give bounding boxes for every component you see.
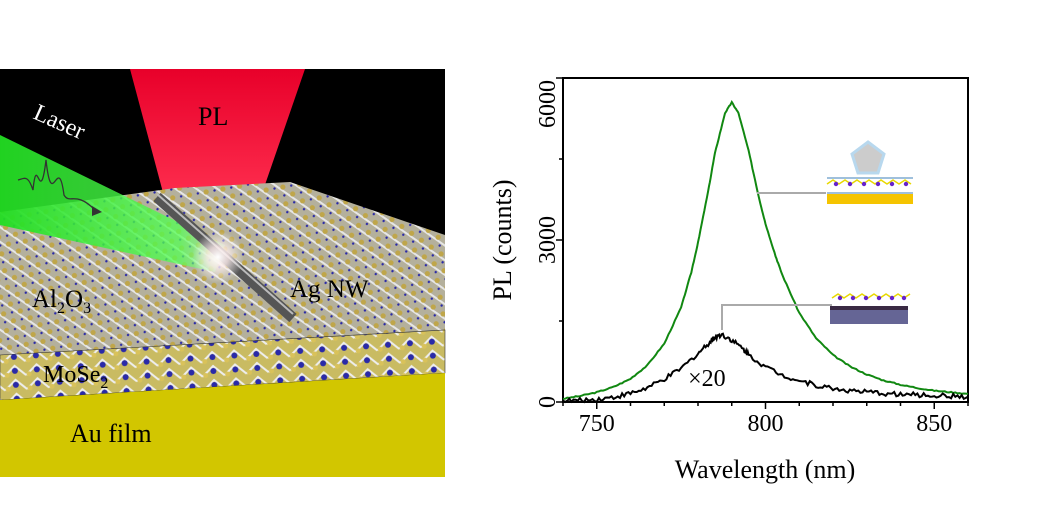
- series-line-0: [562, 99, 969, 400]
- plot-frame: [562, 77, 969, 403]
- laser-beam: [0, 135, 225, 272]
- hotspot: [192, 231, 244, 283]
- x-axis-label: Wavelength (nm): [675, 455, 856, 484]
- x-tick-label: 800: [748, 411, 784, 437]
- device-schematic: Laser PL Al2O3 Ag NW MoSe2 Au film: [0, 69, 446, 477]
- leader-line-bottom: [721, 304, 832, 330]
- wave-icon: [17, 159, 96, 211]
- label-pl: PL: [198, 102, 228, 131]
- y-tick-label: 3000: [535, 216, 561, 264]
- y-tick-label: 0: [535, 396, 561, 408]
- arrow-icon: [92, 206, 102, 216]
- au-film: [0, 373, 445, 477]
- y-tick-label: 6000: [535, 80, 561, 128]
- series-line-1: [562, 332, 969, 404]
- label-ag-nw: Ag NW: [290, 276, 369, 303]
- inset-mose2-on-substrate: [830, 293, 911, 324]
- label-al2o3: Al2O3: [32, 286, 91, 317]
- label-au-film: Au film: [70, 419, 152, 448]
- x-tick-label: 750: [579, 411, 615, 437]
- annotation-x20: ×20: [688, 366, 726, 392]
- pl-beam: [130, 69, 305, 205]
- y-axis-label: PL (counts): [488, 179, 517, 300]
- inset-nanowire-on-au: [826, 140, 913, 204]
- label-mose2: MoSe2: [43, 362, 108, 392]
- x-tick-label: 850: [916, 411, 952, 437]
